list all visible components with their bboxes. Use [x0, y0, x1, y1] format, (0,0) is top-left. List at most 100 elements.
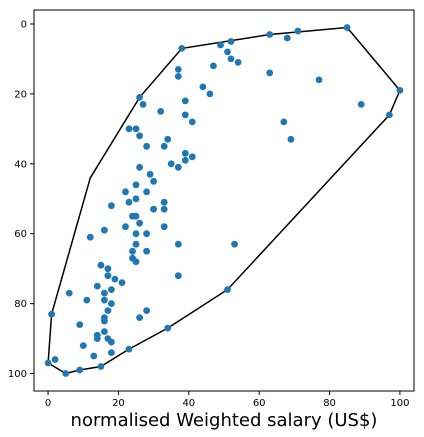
y-tick-label: 60: [14, 229, 27, 240]
x-tick-label: 20: [112, 398, 125, 409]
data-point: [234, 59, 242, 66]
data-point: [132, 230, 140, 238]
data-point: [93, 282, 101, 290]
data-point: [48, 310, 55, 318]
data-point: [108, 300, 115, 307]
data-point: [227, 55, 235, 63]
data-point: [174, 163, 182, 171]
x-tick-label: 80: [323, 398, 336, 409]
x-axis: 0 20 40 60 80 100: [45, 391, 409, 409]
data-point: [150, 177, 158, 185]
data-point: [90, 352, 98, 360]
data-point: [157, 108, 165, 115]
data-point: [76, 321, 84, 328]
y-tick-label: 40: [14, 159, 27, 170]
data-point: [181, 97, 189, 105]
data-point: [132, 212, 140, 220]
data-point: [125, 198, 133, 206]
data-point: [143, 307, 151, 314]
data-point: [150, 205, 158, 213]
data-point: [386, 111, 393, 119]
data-point: [136, 314, 144, 321]
data-point: [111, 275, 119, 283]
data-point: [104, 265, 112, 273]
data-point: [62, 370, 70, 377]
data-point: [108, 286, 115, 293]
data-point: [108, 202, 115, 210]
data-point: [164, 135, 172, 143]
data-point: [101, 317, 108, 325]
data-point: [101, 328, 108, 335]
x-tick-label: 60: [253, 398, 266, 409]
x-tick-label: 40: [182, 398, 195, 409]
data-point: [227, 38, 235, 45]
data-point: [136, 163, 144, 171]
data-point: [174, 73, 182, 80]
data-point: [199, 83, 207, 91]
data-point: [136, 132, 144, 140]
data-point: [266, 31, 274, 38]
plot-frame: [33, 9, 415, 392]
data-point: [181, 149, 189, 157]
data-point: [143, 230, 151, 238]
data-point: [132, 240, 140, 248]
data-point: [178, 45, 186, 52]
data-point: [164, 324, 172, 332]
data-point: [132, 195, 140, 203]
data-point: [294, 27, 302, 35]
data-point: [174, 66, 182, 73]
data-point: [287, 135, 295, 143]
data-point: [188, 118, 196, 126]
data-point: [160, 223, 168, 231]
data-point: [83, 296, 91, 304]
data-point: [146, 170, 154, 178]
data-point: [76, 366, 84, 374]
x-tick-label: 0: [45, 398, 51, 409]
data-point: [104, 272, 112, 280]
data-point: [139, 101, 147, 108]
data-point: [101, 296, 108, 304]
data-point: [136, 94, 144, 101]
data-point: [315, 76, 323, 84]
hull-line: [47, 26, 401, 375]
data-point: [97, 261, 105, 269]
data-point: [143, 247, 151, 255]
data-point: [101, 289, 108, 297]
data-point: [283, 34, 291, 42]
data-point: [122, 188, 129, 196]
data-point: [97, 363, 105, 370]
y-tick-label: 0: [21, 19, 27, 30]
data-point: [108, 349, 115, 356]
data-point: [108, 338, 115, 346]
data-point: [51, 356, 59, 363]
y-tick-label: 100: [8, 369, 27, 380]
data-point: [231, 240, 239, 248]
data-point: [167, 160, 175, 168]
y-tick-label: 80: [14, 299, 27, 310]
data-point: [160, 142, 168, 150]
data-point: [160, 198, 168, 206]
data-point: [143, 188, 151, 196]
data-point: [104, 307, 112, 314]
data-point: [79, 342, 87, 349]
data-point: [132, 258, 140, 266]
data-point: [160, 205, 168, 213]
hull-layer: [47, 26, 401, 375]
data-point: [210, 62, 217, 70]
data-point: [357, 101, 365, 108]
data-point: [129, 247, 136, 255]
data-point: [181, 156, 189, 164]
data-point: [44, 359, 52, 367]
data-point: [143, 142, 151, 150]
data-point: [132, 181, 140, 189]
data-point: [174, 272, 182, 280]
data-point: [65, 289, 73, 297]
data-point: [132, 125, 140, 133]
data-point: [206, 90, 214, 98]
data-point: [188, 153, 196, 161]
x-axis-label: normalised Weighted salary (US$): [71, 410, 378, 431]
data-point: [136, 219, 144, 227]
data-point: [86, 233, 94, 241]
y-tick-label: 20: [14, 89, 27, 100]
